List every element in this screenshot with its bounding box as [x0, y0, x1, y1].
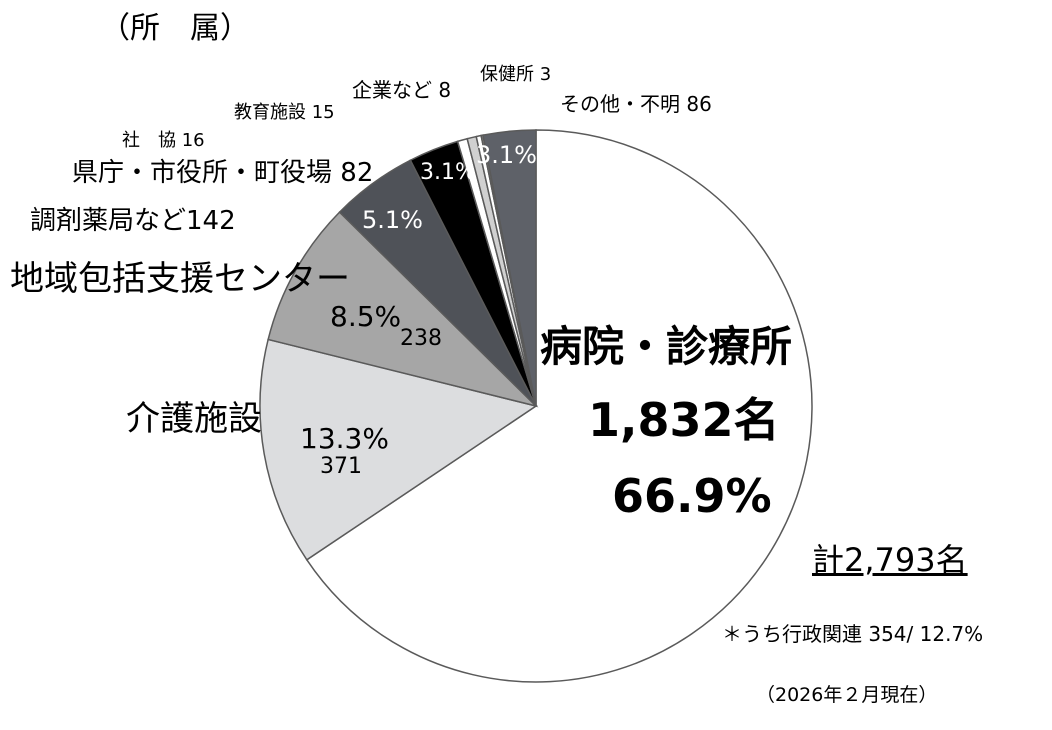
- slice-label-0-name: 病院・診療所: [540, 322, 793, 371]
- slice-label-2-name: 地域包括支援センター: [10, 259, 350, 299]
- chart-title: （所 属）: [100, 11, 250, 46]
- slice-label-0-value: 1,832名: [588, 393, 780, 447]
- slice-label-4-percent: 3.1%: [420, 160, 476, 185]
- pie-slice-2: [267, 211, 539, 408]
- slice-label-2-value: 238: [400, 326, 442, 351]
- date-label: （2026年２月現在）: [756, 684, 938, 706]
- slice-label-9-percent: 3.1%: [476, 141, 537, 169]
- slice-label-2-percent: 8.5%: [330, 300, 402, 333]
- slice-label-3-name: 調剤薬局など142: [30, 206, 236, 236]
- slice-label-4-name: 県庁・市役所・町役場 82: [72, 158, 374, 188]
- pie-slice-0: [305, 129, 813, 683]
- total-label: 計2,793名: [812, 541, 968, 579]
- pie-slice-1: [259, 338, 538, 561]
- slice-label-3-percent: 5.1%: [362, 206, 423, 234]
- slice-label-1-percent: 13.3%: [300, 422, 389, 455]
- slice-label-1-value: 371: [320, 454, 362, 479]
- slice-label-6-name: 教育施設 15: [234, 102, 335, 123]
- slice-label-7-name: 企業など 8: [352, 78, 452, 102]
- pie-slice-9: [482, 129, 537, 407]
- slice-label-9-name: その他・不明 86: [560, 92, 712, 116]
- slice-label-8-name: 保健所 3: [480, 64, 552, 85]
- slice-label-1-name: 介護施設: [126, 399, 262, 439]
- slice-label-0-percent: 66.9%: [612, 469, 772, 523]
- slice-label-5-name: 社 協 16: [122, 130, 205, 151]
- note-label: ＊うち行政関連 354/ 12.7%: [722, 622, 984, 646]
